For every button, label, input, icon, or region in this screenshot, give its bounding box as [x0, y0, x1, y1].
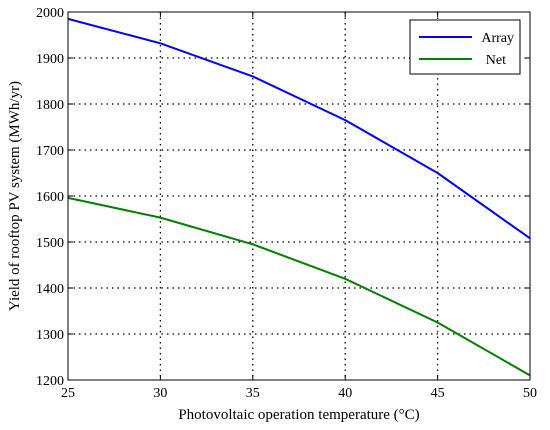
x-tick-label: 40: [338, 386, 352, 401]
legend: Array Net: [409, 19, 521, 75]
y-tick-label: 2000: [36, 6, 64, 21]
ticks: [67, 11, 531, 381]
x-tick-label: 30: [153, 386, 167, 401]
y-tick-label: 1300: [36, 328, 64, 343]
y-tick-label: 1900: [36, 52, 64, 67]
series-line-net: [67, 196, 531, 377]
legend-box: [409, 19, 521, 75]
tick-labels: 25 30 35 40 45 50 1200 1300 1400 1500 1600 1700 1800…: [36, 6, 537, 401]
y-tick-label: 1400: [36, 282, 64, 297]
series-group: [67, 17, 531, 377]
x-tick-label: 35: [246, 386, 260, 401]
y-axis-label: Yield of rooftop PV system (MWh/yr): [7, 81, 23, 311]
y-tick-label: 1800: [36, 98, 64, 113]
y-tick-label: 1700: [36, 144, 64, 159]
y-tick-label: 1500: [36, 236, 64, 251]
y-tick-label: 1600: [36, 190, 64, 205]
y-tick-label: 1200: [36, 374, 64, 389]
x-tick-label: 25: [61, 386, 75, 401]
series-line-array: [67, 17, 531, 240]
legend-label-array: Array: [481, 31, 514, 46]
legend-label-net: Net: [486, 53, 506, 68]
x-tick-label: 50: [523, 386, 537, 401]
x-tick-label: 45: [431, 386, 445, 401]
x-axis-label: Photovoltaic operation temperature (°C): [178, 407, 419, 423]
